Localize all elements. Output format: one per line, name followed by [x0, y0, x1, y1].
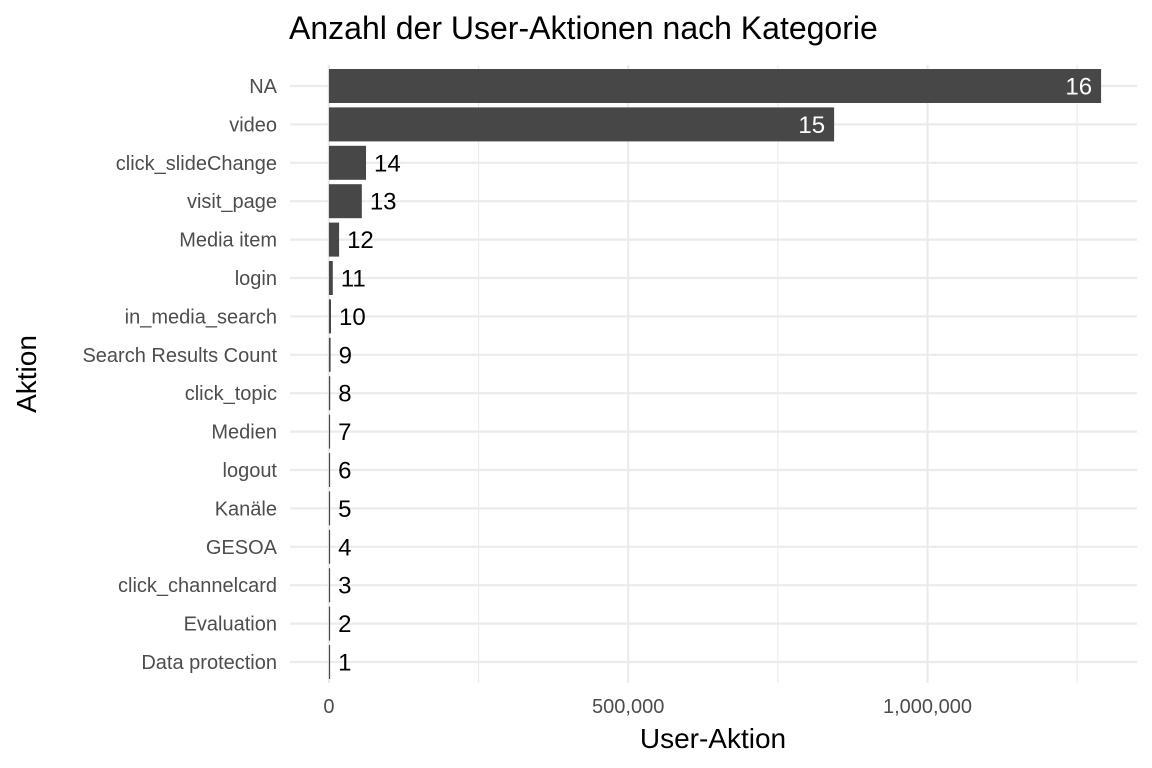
bar-media-item [328, 222, 340, 257]
y-tick-label: in_media_search [125, 306, 277, 328]
y-tick-label: Medien [211, 422, 277, 444]
data-label: 2 [338, 611, 351, 638]
y-tick-label: NA [249, 76, 277, 98]
data-label: 14 [374, 150, 401, 177]
bar-click-topic [328, 376, 331, 411]
data-label: 4 [338, 534, 351, 561]
data-label: 3 [338, 573, 351, 600]
x-tick-label: 500,000 [592, 696, 664, 718]
data-label: 15 [798, 112, 825, 139]
data-label: 6 [338, 458, 351, 485]
y-tick-label: Media item [179, 230, 277, 252]
data-label: 16 [1065, 74, 1092, 101]
data-label: 11 [341, 266, 366, 293]
bar-click-slidechange [328, 145, 367, 180]
x-tick-label: 1,000,000 [883, 696, 972, 718]
bar-visit-page [328, 184, 362, 219]
y-axis-title: Aktion [11, 335, 42, 413]
y-tick-label: video [229, 114, 277, 136]
y-tick-label: Evaluation [184, 614, 277, 636]
y-tick-label: login [235, 268, 277, 290]
bar-evaluation [328, 606, 331, 641]
bar-na [328, 69, 1102, 103]
bar-data-protection [328, 645, 331, 679]
bar-search-results-count [328, 337, 331, 372]
bars [328, 69, 1102, 679]
data-label: 1 [338, 650, 351, 677]
chart-title: Anzahl der User-Aktionen nach Kategorie [289, 10, 878, 46]
data-label: 13 [370, 189, 397, 216]
bar-in-media-search [328, 299, 332, 334]
grid [290, 65, 1137, 683]
bar-gesoa [328, 529, 331, 564]
y-axis-ticks: NA video click_slideChange visit_page Media … [82, 76, 277, 674]
y-tick-label: visit_page [187, 191, 277, 213]
bar-video [328, 107, 835, 142]
y-tick-label: Search Results Count [82, 345, 277, 367]
x-tick-label: 0 [323, 696, 334, 718]
y-tick-label: click_topic [185, 383, 277, 405]
bar-login [328, 261, 333, 295]
x-axis-title: User-Aktion [640, 723, 786, 754]
data-label: 7 [338, 419, 351, 446]
data-labels: 16 15 14 13 12 11 10 9 8 7 6 5 4 3 2 1 [338, 74, 1092, 677]
y-tick-label: Data protection [141, 652, 277, 674]
data-label: 12 [347, 227, 374, 254]
bar-medien [328, 414, 331, 449]
data-label: 5 [338, 496, 351, 523]
bar-click-channelcard [328, 568, 331, 603]
y-tick-label: click_slideChange [116, 153, 277, 175]
data-label: 10 [339, 304, 366, 331]
y-tick-label: Kanäle [215, 498, 277, 520]
y-tick-label: GESOA [206, 537, 278, 559]
data-label: 8 [338, 381, 351, 408]
bar-kanäle [328, 491, 331, 526]
data-label: 9 [339, 342, 352, 369]
y-tick-label: logout [223, 460, 278, 482]
bar-logout [328, 453, 331, 487]
y-tick-label: click_channelcard [118, 575, 277, 597]
x-axis-ticks: 0 500,000 1,000,000 [323, 696, 972, 718]
